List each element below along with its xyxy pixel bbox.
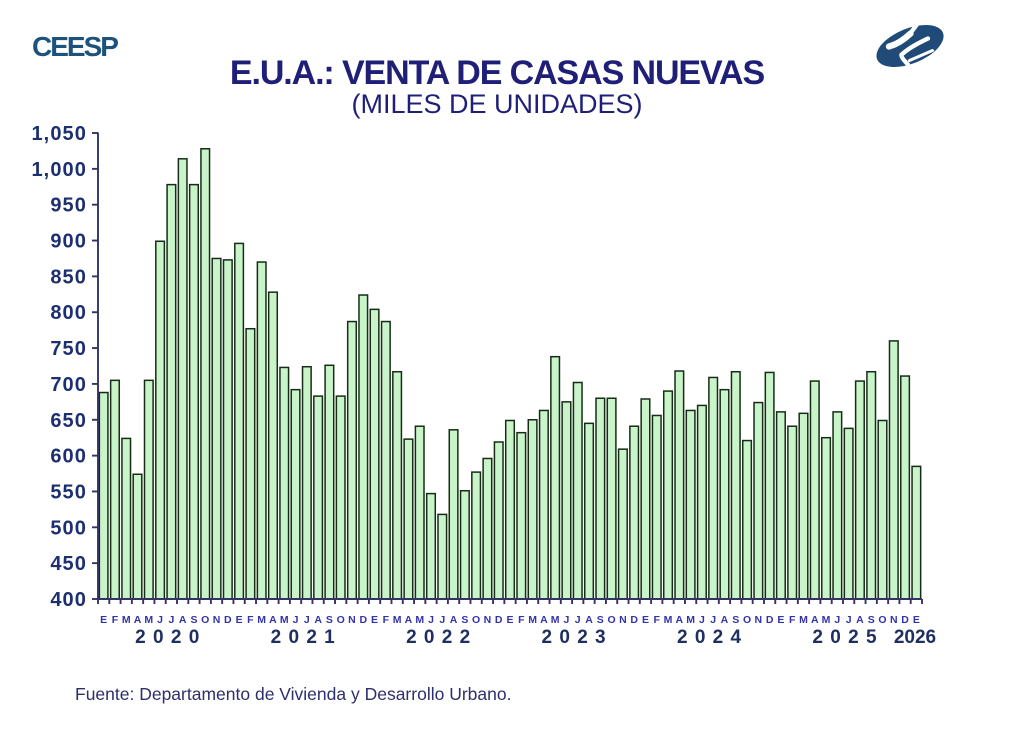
svg-text:E: E bbox=[236, 614, 243, 626]
svg-text:800: 800 bbox=[50, 302, 87, 324]
svg-text:M: M bbox=[415, 614, 424, 626]
svg-text:S: S bbox=[461, 614, 468, 626]
svg-text:S: S bbox=[732, 614, 739, 626]
svg-text:S: S bbox=[190, 614, 197, 626]
svg-text:550: 550 bbox=[50, 481, 87, 503]
svg-text:S: S bbox=[326, 614, 333, 626]
svg-text:M: M bbox=[393, 614, 402, 626]
svg-text:2 0 2 3: 2 0 2 3 bbox=[542, 627, 607, 648]
svg-text:J: J bbox=[575, 614, 581, 626]
svg-text:A: A bbox=[856, 614, 864, 626]
svg-text:D: D bbox=[495, 614, 503, 626]
svg-text:E: E bbox=[777, 614, 784, 626]
svg-text:S: S bbox=[868, 614, 875, 626]
svg-text:J: J bbox=[293, 614, 299, 626]
svg-text:2026: 2026 bbox=[894, 627, 936, 648]
svg-text:A: A bbox=[811, 614, 819, 626]
svg-text:E: E bbox=[642, 614, 649, 626]
svg-text:F: F bbox=[518, 614, 525, 626]
svg-text:D: D bbox=[630, 614, 638, 626]
svg-text:A: A bbox=[179, 614, 187, 626]
svg-text:F: F bbox=[789, 614, 796, 626]
svg-text:N: N bbox=[213, 614, 221, 626]
svg-text:J: J bbox=[157, 614, 163, 626]
svg-text:2 0 2 5: 2 0 2 5 bbox=[812, 627, 877, 648]
svg-text:Fuente: Departamento de Vivien: Fuente: Departamento de Vivienda y Desar… bbox=[75, 684, 511, 704]
svg-text:J: J bbox=[168, 614, 174, 626]
svg-text:M: M bbox=[144, 614, 153, 626]
svg-text:2 0 2 0: 2 0 2 0 bbox=[135, 627, 200, 648]
svg-text:1,050: 1,050 bbox=[31, 123, 87, 145]
svg-text:D: D bbox=[766, 614, 774, 626]
svg-text:N: N bbox=[890, 614, 898, 626]
svg-text:D: D bbox=[224, 614, 232, 626]
svg-text:2 0 2 2: 2 0 2 2 bbox=[406, 627, 471, 648]
svg-text:M: M bbox=[686, 614, 695, 626]
svg-text:M: M bbox=[799, 614, 808, 626]
svg-text:F: F bbox=[247, 614, 254, 626]
svg-text:A: A bbox=[269, 614, 277, 626]
svg-text:(MILES DE UNIDADES): (MILES DE UNIDADES) bbox=[351, 89, 642, 119]
svg-text:2 0 2 1: 2 0 2 1 bbox=[271, 627, 336, 648]
svg-text:M: M bbox=[528, 614, 537, 626]
svg-text:750: 750 bbox=[50, 338, 87, 360]
svg-text:J: J bbox=[304, 614, 310, 626]
svg-text:900: 900 bbox=[50, 231, 87, 253]
svg-text:N: N bbox=[619, 614, 627, 626]
svg-text:600: 600 bbox=[50, 446, 87, 468]
svg-text:M: M bbox=[122, 614, 131, 626]
svg-text:A: A bbox=[314, 614, 322, 626]
svg-text:500: 500 bbox=[50, 517, 87, 539]
svg-text:E: E bbox=[371, 614, 378, 626]
svg-text:CEESP: CEESP bbox=[32, 31, 118, 62]
svg-text:O: O bbox=[743, 614, 751, 626]
svg-text:F: F bbox=[112, 614, 119, 626]
svg-text:S: S bbox=[597, 614, 604, 626]
svg-text:A: A bbox=[721, 614, 729, 626]
svg-text:A: A bbox=[676, 614, 684, 626]
svg-text:F: F bbox=[654, 614, 661, 626]
svg-text:650: 650 bbox=[50, 410, 87, 432]
svg-text:950: 950 bbox=[50, 195, 87, 217]
svg-text:M: M bbox=[257, 614, 266, 626]
svg-text:A: A bbox=[450, 614, 458, 626]
svg-text:J: J bbox=[846, 614, 852, 626]
svg-text:M: M bbox=[280, 614, 289, 626]
svg-text:J: J bbox=[710, 614, 716, 626]
svg-text:2 0 2 4: 2 0 2 4 bbox=[677, 627, 742, 648]
svg-text:O: O bbox=[201, 614, 209, 626]
svg-text:N: N bbox=[348, 614, 356, 626]
svg-text:450: 450 bbox=[50, 553, 87, 575]
svg-text:O: O bbox=[608, 614, 616, 626]
svg-text:D: D bbox=[901, 614, 909, 626]
svg-text:850: 850 bbox=[50, 266, 87, 288]
svg-text:O: O bbox=[878, 614, 886, 626]
svg-text:1,000: 1,000 bbox=[31, 159, 87, 181]
svg-text:D: D bbox=[359, 614, 367, 626]
svg-text:O: O bbox=[337, 614, 345, 626]
svg-text:J: J bbox=[439, 614, 445, 626]
svg-text:E: E bbox=[506, 614, 513, 626]
svg-text:E: E bbox=[913, 614, 920, 626]
svg-text:A: A bbox=[540, 614, 548, 626]
svg-text:A: A bbox=[585, 614, 593, 626]
svg-text:N: N bbox=[755, 614, 763, 626]
svg-text:J: J bbox=[699, 614, 705, 626]
svg-text:E.U.A.: VENTA DE CASAS NUEVAS: E.U.A.: VENTA DE CASAS NUEVAS bbox=[230, 54, 765, 92]
svg-text:J: J bbox=[564, 614, 570, 626]
svg-text:A: A bbox=[405, 614, 413, 626]
svg-text:700: 700 bbox=[50, 374, 87, 396]
svg-text:A: A bbox=[134, 614, 142, 626]
svg-text:400: 400 bbox=[50, 589, 87, 611]
svg-text:E: E bbox=[100, 614, 107, 626]
svg-text:M: M bbox=[664, 614, 673, 626]
svg-text:J: J bbox=[834, 614, 840, 626]
svg-text:M: M bbox=[822, 614, 831, 626]
svg-text:J: J bbox=[428, 614, 434, 626]
svg-text:O: O bbox=[472, 614, 480, 626]
svg-text:N: N bbox=[484, 614, 492, 626]
svg-text:M: M bbox=[551, 614, 560, 626]
svg-text:F: F bbox=[383, 614, 390, 626]
